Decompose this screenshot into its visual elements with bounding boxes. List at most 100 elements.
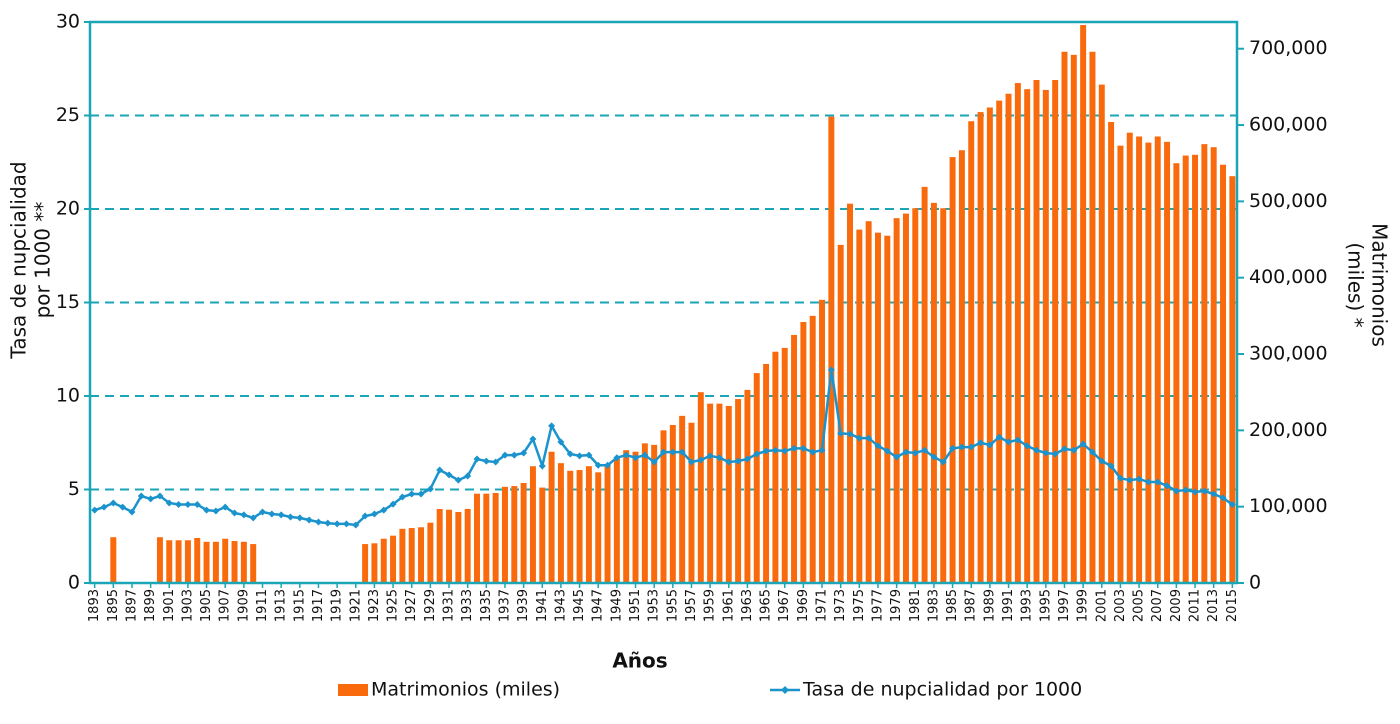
bar xyxy=(912,208,919,583)
bar xyxy=(874,232,881,583)
line-marker xyxy=(1051,450,1059,458)
line-marker xyxy=(734,457,742,465)
bar xyxy=(567,470,574,583)
line-marker xyxy=(613,454,621,462)
bar xyxy=(156,537,163,583)
line-marker xyxy=(482,457,490,465)
line-marker xyxy=(128,508,136,516)
line-marker xyxy=(883,447,891,455)
bar xyxy=(212,541,219,583)
line-marker xyxy=(324,519,332,527)
y2-tick-label: 700,000 xyxy=(1249,37,1328,59)
x-tick-label: 1933 xyxy=(460,589,475,622)
bar xyxy=(399,528,406,583)
y-tick-label: 0 xyxy=(68,572,80,594)
line-marker xyxy=(893,453,901,461)
bar xyxy=(548,451,555,583)
bar xyxy=(1070,54,1077,583)
bar xyxy=(520,483,527,583)
bar xyxy=(1089,51,1096,584)
x-tick-label: 1945 xyxy=(572,589,587,622)
bar xyxy=(418,527,425,583)
bar xyxy=(902,213,909,583)
line-marker xyxy=(1033,446,1041,454)
line-marker xyxy=(91,506,99,514)
line-marker xyxy=(333,520,341,528)
line-marker xyxy=(697,456,705,464)
line-marker xyxy=(650,458,658,466)
bar xyxy=(753,373,760,583)
x-tick-label: 1977 xyxy=(870,589,885,622)
bar xyxy=(1042,89,1049,584)
bar xyxy=(166,540,173,583)
bar xyxy=(203,541,210,583)
bar xyxy=(585,466,592,583)
legend-label: Tasa de nupcialidad por 1000 xyxy=(802,679,1082,701)
bar xyxy=(576,470,583,583)
line-marker xyxy=(678,448,686,456)
x-tick-label: 1991 xyxy=(1001,589,1016,622)
line-marker xyxy=(930,453,938,461)
bar xyxy=(595,472,602,583)
bar xyxy=(707,403,714,583)
line-marker xyxy=(762,447,770,455)
line-marker xyxy=(501,451,509,459)
bar xyxy=(604,466,611,583)
bar xyxy=(697,392,704,583)
line-marker xyxy=(939,458,947,466)
bar xyxy=(781,347,788,583)
line-marker xyxy=(1070,446,1078,454)
x-tick-label: 1901 xyxy=(162,589,177,622)
bar xyxy=(455,512,462,583)
line-marker xyxy=(967,443,975,451)
y-tick-label: 5 xyxy=(68,478,80,500)
x-tick-label: 1921 xyxy=(348,589,363,622)
line-marker xyxy=(175,500,183,508)
y2-axis-label: Matrimonios xyxy=(1368,223,1392,347)
bar xyxy=(772,351,779,583)
x-tick-label: 1925 xyxy=(386,589,401,622)
x-tick-label: 1897 xyxy=(124,589,139,622)
line-marker xyxy=(799,444,807,452)
x-tick-label: 1893 xyxy=(87,589,102,622)
line-marker xyxy=(137,492,145,500)
bar xyxy=(1080,25,1087,584)
line-marker xyxy=(1042,449,1050,457)
line-marker xyxy=(1107,462,1115,470)
x-tick-label: 1927 xyxy=(404,589,419,622)
y2-tick-label: 400,000 xyxy=(1249,266,1328,288)
x-tick-label: 1903 xyxy=(180,589,195,622)
y2-tick-label: 300,000 xyxy=(1249,343,1328,365)
bar xyxy=(501,486,508,583)
x-tick-label: 1911 xyxy=(255,589,270,622)
line-marker xyxy=(380,506,388,514)
line-marker xyxy=(1228,500,1236,508)
bar xyxy=(968,121,975,583)
line-marker xyxy=(921,446,929,454)
y-tick-label: 25 xyxy=(56,104,80,126)
bar xyxy=(679,415,686,583)
x-tick-label: 2003 xyxy=(1113,589,1128,622)
x-tick-label: 1995 xyxy=(1038,589,1053,622)
bar xyxy=(1145,142,1152,583)
bar xyxy=(390,535,397,583)
x-tick-label: 1983 xyxy=(926,589,941,622)
line-marker xyxy=(809,448,817,456)
x-tick-label: 1929 xyxy=(423,589,438,622)
x-tick-label: 2015 xyxy=(1225,589,1240,622)
line-marker xyxy=(119,503,127,511)
bar xyxy=(1154,136,1161,583)
line-marker xyxy=(995,433,1003,441)
line-marker xyxy=(305,516,313,524)
bar xyxy=(222,538,229,583)
x-tick-label: 1955 xyxy=(665,589,680,622)
bar xyxy=(716,403,723,583)
bar xyxy=(380,538,387,583)
line-marker xyxy=(277,511,285,519)
x-tick-label: 1937 xyxy=(497,589,512,622)
line-marker xyxy=(100,503,108,511)
bar xyxy=(613,457,620,583)
bar xyxy=(446,509,453,583)
x-tick-label: 1941 xyxy=(535,589,550,622)
